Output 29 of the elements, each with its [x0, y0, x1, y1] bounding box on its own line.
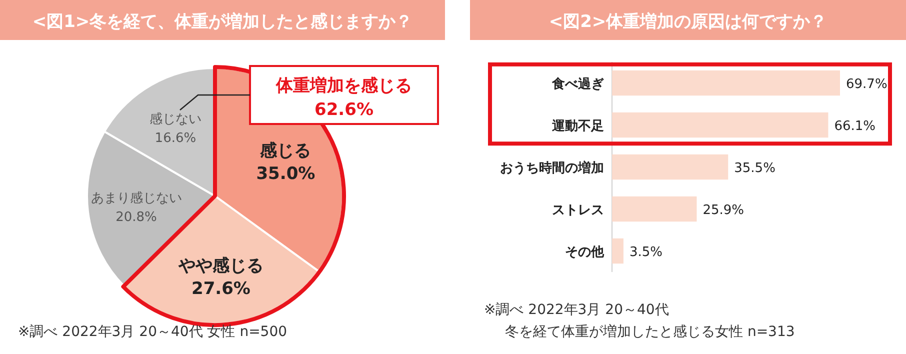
y-tick-label: ストレス [552, 203, 604, 218]
y-tick-label: 食べ過ぎ [551, 77, 604, 92]
bar [612, 112, 828, 138]
chart-title: <図2>体重増加の原因は何ですか？ [548, 11, 828, 32]
data-label: 3.5% [629, 245, 662, 260]
data-label: 16.6% [154, 131, 196, 146]
data-label: 25.9% [702, 203, 744, 218]
bar [612, 196, 697, 222]
data-label: 35.0% [256, 164, 316, 184]
slice-label: やや感じる [177, 256, 264, 276]
text: ※調べ 2022年3月 20～40代 [484, 302, 669, 318]
data-label: 66.1% [834, 119, 876, 134]
text: 冬を経て体重が増加したと感じる女性 n=313 [505, 323, 795, 340]
slice-label: 感じない [149, 112, 202, 128]
text: 体重増加を感じる 62.6% [275, 75, 412, 120]
slice-label: 感じる [259, 140, 312, 161]
data-label: 20.8% [116, 210, 157, 225]
data-label: 27.6% [191, 279, 250, 300]
slice-label: あまり感じない [90, 190, 182, 206]
chart-title: <図1>冬を経て、体重が増加したと感じますか？ [32, 11, 413, 32]
y-tick-label: その他 [565, 245, 605, 260]
text: ※調べ 2022年3月 20～40代 女性 n=500 [18, 324, 288, 340]
bar [612, 238, 624, 264]
y-tick-label: 運動不足 [551, 119, 604, 134]
y-tick-label: おうち時間の増加 [500, 160, 604, 176]
data-label: 35.5% [734, 161, 776, 176]
bar [612, 70, 840, 96]
bar [612, 154, 728, 180]
data-label: 69.7% [846, 77, 888, 92]
